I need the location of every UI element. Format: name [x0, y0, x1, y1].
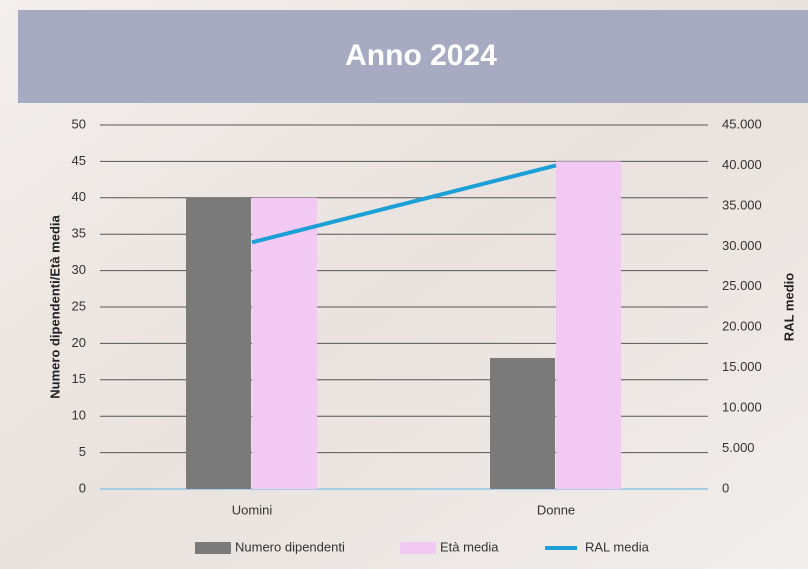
y-tick-label: 20 [72, 335, 86, 350]
y-axis-title: Numero dipendenti/Età media [47, 214, 62, 398]
chart-title: Anno 2024 [345, 39, 497, 72]
bar [490, 357, 555, 489]
y-tick-label: 40 [72, 189, 86, 204]
y2-tick-label: 45.000 [722, 116, 762, 131]
y-tick-label: 15 [72, 371, 86, 386]
y-tick-label: 25 [72, 298, 86, 313]
legend-swatch [400, 542, 436, 554]
y-tick-label: 10 [72, 408, 86, 423]
y2-tick-label: 25.000 [722, 278, 762, 293]
title-banner [18, 10, 808, 103]
y2-tick-label: 10.000 [722, 400, 762, 415]
y-tick-label: 0 [79, 480, 86, 495]
x-tick-label: Donne [537, 502, 575, 517]
y2-tick-label: 15.000 [722, 359, 762, 374]
y2-tick-label: 20.000 [722, 319, 762, 334]
x-tick-label: Uomini [232, 502, 273, 517]
y-tick-label: 5 [79, 444, 86, 459]
y2-axis-title: RAL medio [781, 273, 796, 341]
y2-tick-label: 5.000 [722, 440, 755, 455]
legend-label: Età media [440, 539, 499, 554]
bar [252, 197, 317, 490]
y-tick-label: 45 [72, 153, 86, 168]
y2-tick-label: 35.000 [722, 197, 762, 212]
y2-tick-label: 40.000 [722, 157, 762, 172]
y2-tick-label: 0 [722, 480, 729, 495]
bar [186, 197, 251, 490]
y-tick-label: 30 [72, 262, 86, 277]
y-tick-label: 50 [72, 116, 86, 131]
line-series [251, 163, 557, 245]
bar [556, 161, 621, 489]
legend-label: Numero dipendenti [235, 539, 345, 554]
y-tick-label: 35 [72, 226, 86, 241]
legend-label: RAL media [585, 539, 650, 554]
y2-tick-label: 30.000 [722, 238, 762, 253]
legend-swatch [195, 542, 231, 554]
